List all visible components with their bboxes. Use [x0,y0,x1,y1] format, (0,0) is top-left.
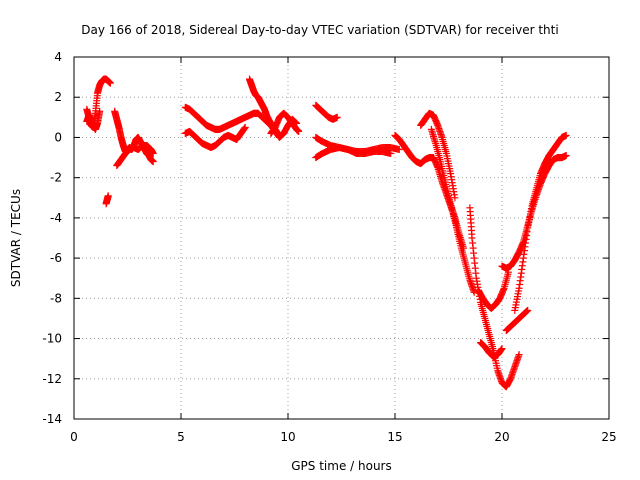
data-point [497,376,505,384]
chart-title: Day 166 of 2018, Sidereal Day-to-day VTE… [81,23,558,37]
data-point [472,274,480,282]
y-tick-label: -12 [42,372,62,386]
data-point [495,371,503,379]
data-point [508,372,516,380]
plot-frame [73,56,610,420]
y-tick-label: 2 [54,90,62,104]
y-tick-label: -14 [42,412,62,426]
data-point [428,127,436,135]
data-point [434,165,442,173]
data-point [468,234,476,242]
y-tick-label: -8 [50,291,62,305]
grid [74,57,609,419]
data-point [106,79,114,87]
x-tick-label: 10 [280,430,295,444]
data-point [387,150,395,157]
data-point [438,132,445,140]
x-tick-label: 0 [70,430,78,444]
data-point [523,228,531,236]
data-point [524,306,532,314]
y-tick-label: -4 [50,211,62,225]
y-tick-label: -2 [50,171,62,185]
y-tick-label: 0 [54,130,62,144]
data-point [395,146,403,153]
data-points [83,75,570,391]
data-point [466,278,474,286]
data-point [450,188,458,196]
data-point [447,170,455,178]
data-point [562,152,570,159]
y-tick-label: -6 [50,251,62,265]
data-point [436,127,444,135]
data-point [498,345,506,353]
y-axis-label: SDTVAR / TECUs [9,189,23,287]
data-point [149,150,157,157]
data-point [295,127,303,135]
data-point [518,262,526,270]
data-point [434,123,442,131]
data-point [96,107,104,115]
data-point [451,194,459,202]
x-axis-label: GPS time / hours [291,459,392,473]
data-point [511,363,519,371]
data-point [470,249,478,257]
data-point [149,158,157,166]
data-point [468,282,476,290]
x-tick-label: 15 [387,430,402,444]
data-point [515,351,523,359]
data-point [275,131,283,139]
data-point [241,123,249,131]
x-tick-label: 5 [177,430,185,444]
data-point [333,113,341,121]
data-point [431,138,439,146]
data-point [474,283,482,291]
data-point [562,131,570,139]
y-tick-label: 4 [54,50,62,64]
y-tick-label: -10 [42,332,62,346]
data-point [430,132,437,140]
data-point [515,284,523,292]
x-tick-label: 20 [494,430,509,444]
data-point [497,346,505,354]
x-tick-label: 25 [601,430,616,444]
data-point [104,192,112,200]
